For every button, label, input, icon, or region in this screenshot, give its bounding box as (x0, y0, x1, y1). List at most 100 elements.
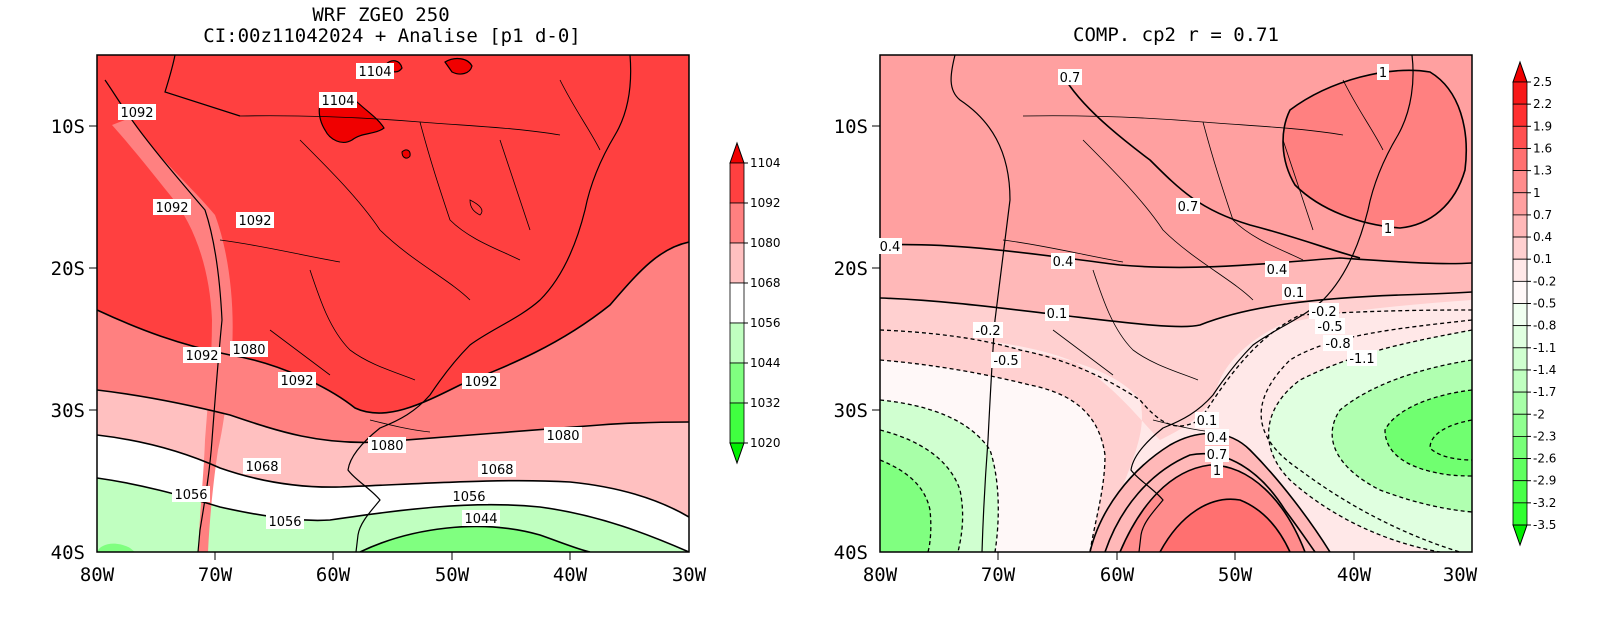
clab-l-6: 1080 (232, 343, 265, 358)
clab-r-6: 0.4 (1267, 263, 1288, 278)
right-colorbar-label-11: -0.8 (1533, 319, 1556, 333)
left-lon-tick-5: 30W (672, 564, 707, 586)
right-colorbar-cell-14 (1512, 391, 1528, 415)
right-colorbar-label-5: 1 (1533, 186, 1541, 200)
right-colorbar-cell-8 (1512, 258, 1528, 282)
right-colorbar-label-9: -0.2 (1533, 274, 1556, 288)
right-colorbar-label-6: 0.7 (1533, 208, 1552, 222)
band-green-east-3 (1385, 390, 1472, 476)
right-colorbar-label-17: -2.6 (1533, 452, 1556, 466)
clab-r-17: 0.7 (1207, 448, 1228, 463)
right-colorbar-cell-17 (1512, 458, 1528, 482)
left-colorbar-cell-3 (729, 282, 745, 324)
right-colorbar-cap-top (1512, 60, 1528, 83)
clab-l-15: 1056 (268, 515, 301, 530)
clab-r-7: 0.1 (1284, 286, 1305, 301)
clab-l-2: 1092 (120, 106, 153, 121)
clab-r-11: -0.5 (1317, 320, 1342, 335)
right-colorbar-cell-0 (1512, 81, 1528, 105)
clab-l-12: 1068 (480, 463, 513, 478)
left-lon-tick-2: 60W (316, 564, 351, 586)
right-lon-tick-3: 50W (1218, 564, 1253, 586)
left-lon-axis: 80W 70W 60W 50W 40W 30W (80, 552, 707, 586)
left-colorbar-label-2: 1080 (750, 236, 781, 250)
left-colorbar-label-6: 1032 (750, 396, 781, 410)
right-colorbar-label-4: 1.3 (1533, 164, 1552, 178)
right-lat-tick-1: 20S (834, 258, 868, 280)
clab-r-1: 1 (1379, 66, 1387, 81)
right-colorbar-cell-15 (1512, 413, 1528, 437)
clab-l-1: 1104 (321, 94, 354, 109)
left-colorbar-label-1: 1092 (750, 196, 781, 210)
left-lat-tick-1: 20S (51, 258, 85, 280)
right-colorbar-label-13: -1.4 (1533, 363, 1556, 377)
lobe-ne-1 (1283, 70, 1467, 228)
right-lon-tick-4: 40W (1337, 564, 1372, 586)
clab-r-0: 0.7 (1060, 71, 1081, 86)
clab-r-3: 1 (1384, 222, 1392, 237)
clab-r-9: -0.2 (1311, 305, 1336, 320)
right-lon-tick-2: 60W (1100, 564, 1135, 586)
left-frame (96, 54, 690, 553)
right-lat-tick-2: 30S (834, 400, 868, 422)
left-title-line1: WRF ZGEO 250 (312, 4, 449, 26)
left-title-line2: CI:00z11042024 + Analise [p1 d-0] (203, 25, 581, 47)
right-lat-tick-0: 10S (834, 116, 868, 138)
clab-l-5: 1092 (185, 349, 218, 364)
right-colorbar-label-1: 2.2 (1533, 97, 1552, 111)
band-1032-1044-west (97, 543, 135, 552)
clab-l-4: 1092 (238, 214, 271, 229)
right-colorbar-label-3: 1.6 (1533, 141, 1552, 155)
right-map-area (880, 55, 1472, 552)
clab-l-10: 1080 (546, 429, 579, 444)
clab-r-12: -0.5 (993, 354, 1018, 369)
right-colorbar-cell-3 (1512, 148, 1528, 171)
left-colorbar-cell-5 (729, 362, 745, 404)
left-colorbar-label-4: 1056 (750, 316, 781, 330)
right-contour-labels: 0.7 1 0.7 1 0.4 0.4 0.4 0.1 0.1 -0.2 -0.… (878, 64, 1394, 479)
right-colorbar-cell-16 (1512, 435, 1528, 459)
right-colorbar-label-7: 0.4 (1533, 230, 1552, 244)
clab-l-13: 1056 (174, 488, 207, 503)
right-lon-tick-5: 30W (1443, 564, 1478, 586)
right-colorbar-cell-6 (1512, 214, 1528, 238)
left-lat-axis: 10S 20S 30S 40S (51, 116, 97, 564)
clab-l-7: 1092 (280, 374, 313, 389)
right-colorbar-label-2: 1.9 (1533, 119, 1552, 133)
left-colorbar-label-0: 1104 (750, 156, 781, 170)
clab-l-8: 1092 (464, 375, 497, 390)
left-lon-tick-1: 70W (198, 564, 233, 586)
right-colorbar-cell-5 (1512, 192, 1528, 216)
clab-r-10: -0.2 (975, 324, 1000, 339)
patch-1104-b (444, 57, 473, 75)
left-colorbar-label-7: 1020 (750, 436, 781, 450)
right-colorbar-label-16: -2.3 (1533, 429, 1556, 443)
left-colorbar-cap-top (729, 141, 745, 164)
band-green-west-3 (880, 460, 931, 552)
left-contour-labels: 1104 1104 1092 1092 1092 1092 1080 1092 … (118, 63, 582, 530)
right-frame (879, 54, 1473, 553)
right-lat-axis: 10S 20S 30S 40S (834, 116, 880, 564)
clab-r-8: 0.1 (1047, 307, 1068, 322)
left-colorbar-label-5: 1044 (750, 356, 781, 370)
right-colorbar-cell-10 (1512, 303, 1528, 327)
clab-r-4: 0.4 (880, 240, 901, 255)
left-lon-tick-3: 50W (435, 564, 470, 586)
right-lat-tick-3: 40S (834, 542, 868, 564)
right-colorbar-cell-18 (1512, 480, 1528, 504)
left-colorbar-cell-4 (729, 322, 745, 364)
clab-l-11: 1068 (245, 460, 278, 475)
band-1044-1056 (97, 478, 689, 552)
right-colorbar-label-20: -3.5 (1533, 518, 1556, 532)
left-panel: WRF ZGEO 250 CI:00z11042024 + Analise [p… (51, 4, 781, 586)
right-colorbar-label-15: -2 (1533, 407, 1545, 421)
right-colorbar-cell-4 (1512, 170, 1528, 194)
clab-l-14: 1056 (452, 490, 485, 505)
left-lon-tick-4: 40W (553, 564, 588, 586)
right-colorbar-cell-9 (1512, 280, 1528, 304)
right-panel: COMP. cp2 r = 0.71 (834, 24, 1557, 586)
clab-l-0: 1104 (358, 65, 391, 80)
right-colorbar-label-19: -3.2 (1533, 496, 1556, 510)
right-colorbar-cell-12 (1512, 347, 1528, 371)
clab-r-15: 0.1 (1197, 414, 1218, 429)
